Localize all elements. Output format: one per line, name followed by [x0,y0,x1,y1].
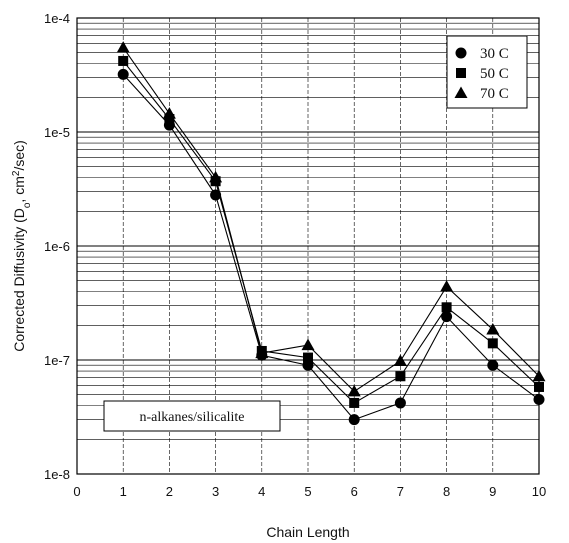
data-point-30-c [348,414,360,426]
data-point-50-c [118,55,129,66]
y-tick-label: 1e-6 [44,239,70,254]
x-tick-label: 10 [532,484,546,499]
legend-label: 30 C [480,46,509,62]
legend-label: 70 C [480,86,509,102]
y-tick-label: 1e-8 [44,467,70,482]
series-lines [122,47,540,421]
data-point-70-c [486,323,500,335]
data-point-30-c [487,359,499,371]
x-axis-title: Chain Length [266,524,349,540]
y-tick-labels: 1e-8 1e-7 1e-6 1e-5 1e-4 [44,11,70,482]
data-point-70-c [440,280,454,292]
data-point-70-c [162,107,176,119]
legend-item: 70 C [454,86,509,102]
data-point-70-c [301,338,315,351]
annotation-frame [103,400,281,432]
y-tick-label: 1e-4 [44,11,70,26]
x-tick-label: 5 [304,484,311,499]
plot-frame [76,17,540,475]
legend-marker [456,68,466,78]
data-point-70-c [116,41,130,53]
data-point-50-c [395,371,406,382]
x-tick-label: 4 [258,484,265,499]
x-tick-labels: 0 1 2 3 4 5 6 7 8 9 10 [73,484,546,499]
legend-marker [455,47,467,59]
data-point-30-c [117,68,129,80]
legend: 30 C 50 C 70 C [446,35,528,109]
legend-item: 30 C [455,46,509,62]
x-tick-label: 0 [73,484,80,499]
data-point-70-c [347,384,361,397]
y-tick-label: 1e-7 [44,353,70,368]
legend-label: 50 C [480,66,509,82]
data-point-30-c [210,189,222,201]
data-point-50-c [303,352,313,363]
x-tick-label: 2 [166,484,173,499]
annotation-text: n-alkanes/silicalite [140,410,245,425]
data-point-70-c [255,346,269,359]
data-point-30-c [394,397,406,409]
series-line-70-c [122,47,540,393]
data-point-50-c [534,381,544,392]
y-tick-label: 1e-5 [44,125,70,140]
series-markers [116,41,546,426]
series-line-30-c [122,74,540,421]
data-point-50-c [349,397,360,408]
data-point-70-c [209,170,223,183]
data-point-70-c [532,369,546,382]
legend-marker [454,86,468,98]
series-line-50-c [122,60,540,404]
x-tick-label: 9 [489,484,496,499]
y-axis-title: Corrected Diffusivity (Do, cm2/sec) [11,140,33,352]
x-tick-label: 7 [397,484,404,499]
data-point-70-c [393,354,407,367]
data-point-30-c [441,311,453,323]
annotation-box: n-alkanes/silicalite [103,400,281,432]
data-point-50-c [164,114,175,125]
x-tick-label: 6 [351,484,358,499]
data-point-50-c [487,338,498,349]
legend-item: 50 C [456,66,509,82]
grid [77,18,539,475]
data-point-30-c [533,394,545,406]
data-point-50-c [441,302,452,313]
x-tick-label: 8 [443,484,450,499]
x-tick-label: 1 [120,484,127,499]
x-tick-label: 3 [212,484,219,499]
